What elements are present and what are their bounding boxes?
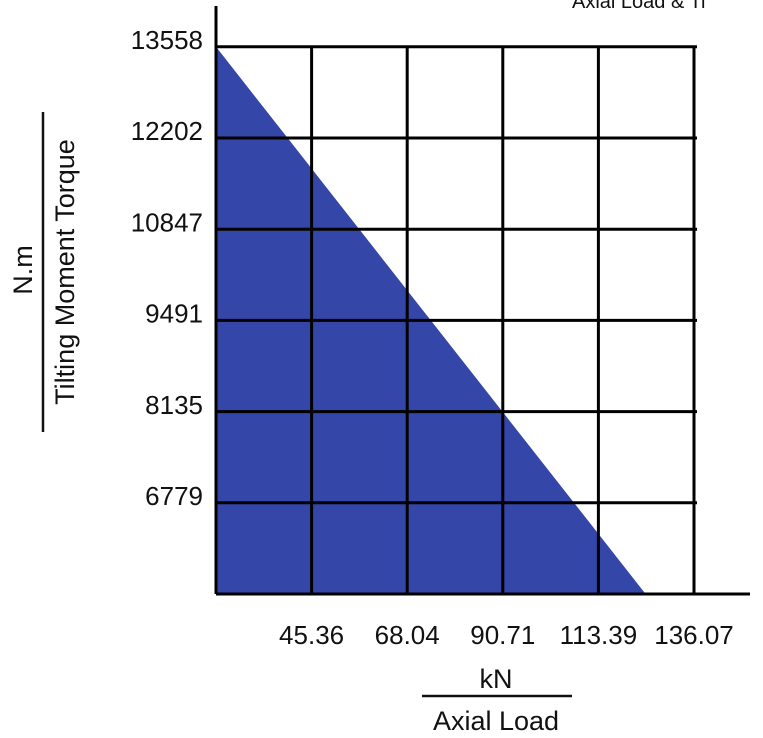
x-tick-label: 113.39 — [560, 620, 638, 650]
x-tick-label: 68.04 — [375, 620, 440, 650]
x-axis-title: Axial Load — [433, 706, 559, 733]
y-tick-label: 13558 — [131, 25, 203, 55]
axis-layer — [214, 6, 750, 596]
y-axis-title: Tilting Moment Torque — [50, 139, 80, 405]
y-tick-labels: 13558 12202 10847 9491 8135 6779 — [131, 25, 203, 511]
x-tick-labels: 45.36 68.04 90.71 113.39 136.07 — [279, 620, 734, 650]
y-axis-unit: N.m — [8, 245, 38, 295]
x-axis-unit: kN — [480, 664, 513, 694]
y-tick-label: 8135 — [145, 390, 203, 420]
y-tick-label: 6779 — [145, 481, 203, 511]
chart-title: Axial Load & Ti — [572, 0, 705, 13]
x-tick-label: 136.07 — [654, 620, 734, 650]
x-tick-label: 90.71 — [470, 620, 535, 650]
y-tick-label: 12202 — [131, 116, 203, 146]
x-tick-label: 45.36 — [279, 620, 344, 650]
y-tick-label: 10847 — [131, 207, 203, 237]
grid-layer — [214, 45, 697, 596]
y-tick-label: 9491 — [145, 299, 203, 329]
